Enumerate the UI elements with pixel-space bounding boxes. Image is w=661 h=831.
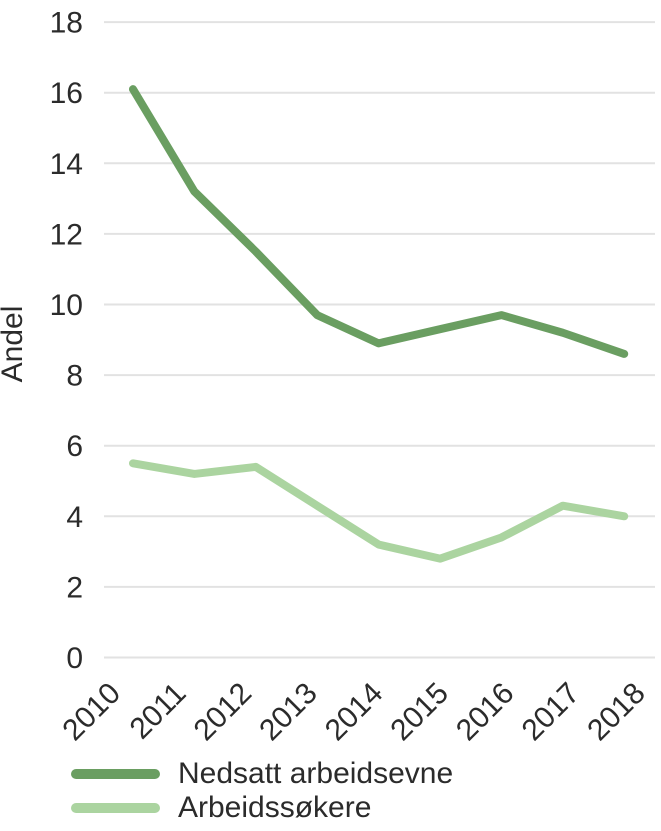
y-axis-title: Andel xyxy=(0,306,29,383)
legend-item: Arbeidssøkere xyxy=(71,792,453,824)
y-axis-tick-labels: 0 2 4 6 8 10 12 14 16 18 xyxy=(50,7,83,675)
y-axis-tick-label: 0 xyxy=(66,642,83,675)
series-line-arbeidss-kere xyxy=(129,459,629,563)
chart-legend: Nedsatt arbeidsevne Arbeidssøkere xyxy=(71,758,453,824)
x-axis-tick-label: 2012 xyxy=(188,677,259,745)
x-axis-tick-label: 2010 xyxy=(56,677,127,745)
legend-item: Nedsatt arbeidsevne xyxy=(71,758,453,790)
legend-swatch-arbeidssokere xyxy=(71,803,160,813)
legend-label-nedsatt-arbeidsevne: Nedsatt arbeidsevne xyxy=(178,757,454,790)
x-axis-tick-label: 2016 xyxy=(450,677,521,745)
y-axis-tick-label: 2 xyxy=(66,571,83,604)
y-axis-tick-label: 4 xyxy=(66,501,83,534)
x-axis-tick-label: 2015 xyxy=(384,677,455,745)
gridlines xyxy=(104,21,655,659)
y-axis-tick-label: 8 xyxy=(66,360,83,393)
x-axis-tick-label: 2013 xyxy=(253,677,324,745)
y-axis-tick-label: 12 xyxy=(50,218,83,251)
x-axis-tick-label: 2018 xyxy=(581,677,652,745)
x-axis-tick-label: 2011 xyxy=(124,677,193,745)
y-axis-tick-label: 10 xyxy=(50,289,83,322)
y-axis-tick-label: 16 xyxy=(50,77,83,110)
series-line-nedsatt-arbeidsevne xyxy=(129,85,629,358)
legend-swatch-nedsatt-arbeidsevne xyxy=(71,769,160,779)
y-axis-tick-label: 18 xyxy=(50,7,83,40)
x-axis-tick-label: 2014 xyxy=(319,677,390,745)
y-axis-tick-label: 6 xyxy=(66,430,83,463)
chart-canvas: 0 2 4 6 8 10 12 14 16 18 201020112012201320142015… xyxy=(0,7,655,745)
y-axis-tick-label: 14 xyxy=(50,148,83,181)
series-lines xyxy=(129,85,629,563)
x-axis-tick-label: 2017 xyxy=(516,677,587,745)
legend-label-arbeidssokere: Arbeidssøkere xyxy=(178,791,372,824)
